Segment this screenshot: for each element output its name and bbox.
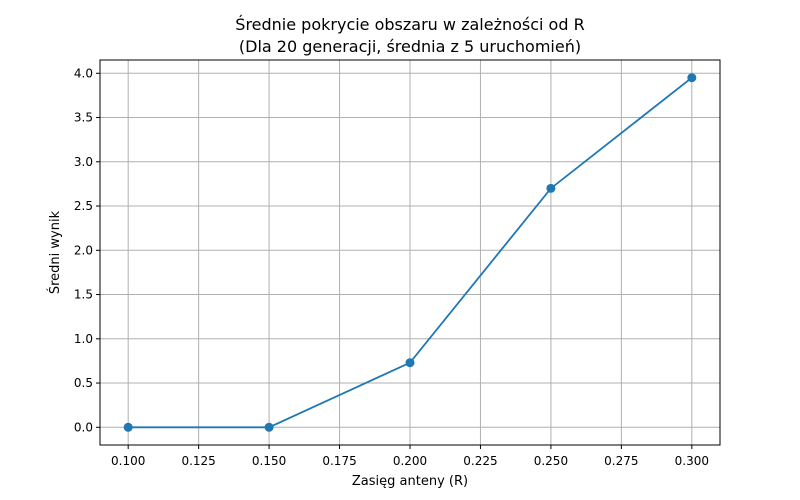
x-tick-label: 0.225	[463, 454, 497, 468]
y-tick-label: 0.5	[74, 376, 93, 390]
chart-subtitle: (Dla 20 generacji, średnia z 5 uruchomie…	[239, 37, 581, 56]
y-tick-label: 3.0	[74, 155, 93, 169]
y-tick-label: 1.5	[74, 288, 93, 302]
chart-title: Średnie pokrycie obszaru w zależności od…	[235, 15, 584, 34]
x-tick-label: 0.300	[675, 454, 709, 468]
x-axis-label: Zasięg anteny (R)	[352, 474, 468, 489]
plot-frame	[99, 59, 721, 446]
x-tick-label: 0.275	[604, 454, 638, 468]
y-tick-label: 2.0	[74, 243, 93, 257]
x-tick-label: 0.250	[534, 454, 568, 468]
y-axis-label: Średni wynik	[47, 210, 63, 294]
tick-layer: 0.100 0.125 0.150 0.175 0.200 0.225 0.250 0.275…	[74, 66, 709, 468]
y-tick-label: 3.5	[74, 111, 93, 125]
data-point	[687, 73, 697, 83]
x-tick-label: 0.100	[111, 454, 145, 468]
x-tick-label: 0.150	[252, 454, 286, 468]
data-point	[264, 422, 274, 432]
data-point	[405, 358, 415, 368]
data-point	[123, 422, 133, 432]
x-tick-label: 0.125	[181, 454, 215, 468]
series-layer	[123, 73, 697, 432]
y-tick-label: 4.0	[74, 66, 93, 80]
y-tick-label: 2.5	[74, 199, 93, 213]
y-tick-label: 0.0	[74, 420, 93, 434]
x-tick-label: 0.175	[322, 454, 356, 468]
y-tick-label: 1.0	[74, 332, 93, 346]
data-point	[546, 183, 556, 193]
x-tick-label: 0.200	[393, 454, 427, 468]
grid-layer	[100, 60, 720, 445]
